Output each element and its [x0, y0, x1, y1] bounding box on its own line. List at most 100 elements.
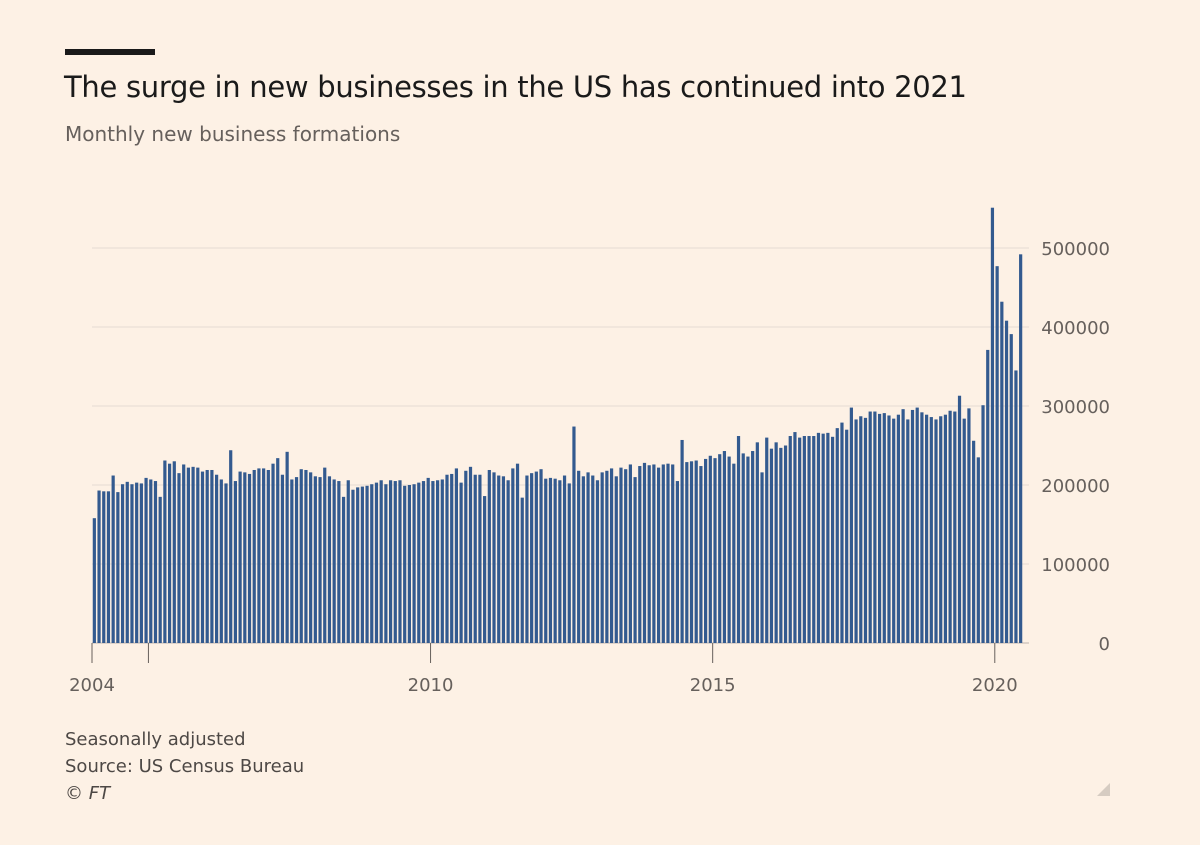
- bar: [304, 469, 308, 643]
- bar: [910, 409, 915, 643]
- bar: [120, 484, 125, 643]
- bar: [939, 416, 943, 643]
- chart-footer: Seasonally adjusted Source: US Census Bu…: [65, 726, 304, 807]
- bar: [901, 409, 905, 643]
- y-tick-label: 200000: [1041, 476, 1110, 497]
- bar: [746, 456, 750, 643]
- bar: [713, 458, 717, 643]
- bar: [567, 483, 571, 643]
- bar: [149, 479, 153, 643]
- bar: [845, 429, 849, 643]
- bar: [116, 492, 120, 643]
- bar: [656, 467, 661, 643]
- bar: [412, 484, 416, 643]
- bar: [581, 476, 585, 643]
- bar: [741, 453, 745, 643]
- title-accent-bar: [65, 49, 155, 55]
- bar: [351, 489, 355, 643]
- bar: [172, 461, 176, 643]
- bar: [233, 481, 238, 643]
- bar: [986, 349, 990, 643]
- bar: [205, 469, 209, 643]
- bar: [520, 497, 524, 643]
- bar: [628, 464, 632, 643]
- bar: [680, 439, 684, 643]
- bar: [454, 468, 459, 643]
- bar: [577, 470, 581, 643]
- bar: [600, 472, 604, 643]
- bar: [167, 463, 172, 643]
- bar: [990, 207, 995, 643]
- y-tick-label: 100000: [1041, 555, 1110, 576]
- bar: [595, 480, 600, 643]
- bar: [920, 412, 924, 643]
- bar: [896, 414, 900, 643]
- bar: [1019, 254, 1023, 643]
- bar: [647, 465, 651, 643]
- bar: [948, 410, 952, 643]
- bar: [313, 476, 317, 643]
- bar: [774, 442, 778, 643]
- bar: [544, 478, 548, 643]
- bar: [779, 447, 783, 643]
- bar: [163, 460, 167, 643]
- bar: [407, 485, 411, 643]
- bar: [492, 472, 496, 643]
- bar: [417, 482, 421, 643]
- y-tick-label: 400000: [1041, 318, 1110, 339]
- bar: [346, 480, 350, 643]
- bar: [111, 475, 115, 643]
- bar: [238, 471, 242, 643]
- bar: [765, 437, 769, 643]
- bar: [323, 467, 327, 643]
- bar: [139, 483, 143, 643]
- bar: [732, 463, 736, 643]
- bar: [943, 414, 948, 643]
- bar: [327, 476, 332, 643]
- bar: [633, 477, 637, 643]
- bar: [309, 472, 313, 643]
- bar: [210, 469, 214, 643]
- bar: [760, 472, 764, 643]
- bar: [788, 436, 792, 643]
- bar: [736, 436, 741, 643]
- bar: [252, 469, 256, 643]
- bar: [689, 461, 694, 643]
- bar: [511, 468, 515, 643]
- bar: [525, 475, 529, 643]
- bar: [704, 458, 708, 643]
- bar: [953, 411, 957, 643]
- bar: [478, 474, 482, 643]
- bar: [130, 484, 134, 643]
- bar: [421, 481, 426, 643]
- bar: [887, 415, 891, 643]
- bar: [262, 468, 266, 643]
- bar: [125, 481, 129, 643]
- bar: [215, 474, 219, 643]
- bar: [727, 456, 731, 643]
- bar: [882, 413, 886, 643]
- bar: [153, 481, 158, 643]
- x-tick-label: 2020: [972, 675, 1018, 696]
- bar: [666, 463, 670, 643]
- bar: [290, 479, 294, 643]
- bar: [92, 518, 96, 643]
- bar: [708, 455, 712, 643]
- y-axis: 0 100000 200000 300000 400000 500000: [1041, 239, 1110, 655]
- bar: [892, 418, 896, 643]
- bar: [873, 411, 877, 643]
- bar: [925, 414, 929, 643]
- bar: [572, 426, 576, 643]
- bar: [219, 479, 223, 643]
- resize-handle-icon[interactable]: [1097, 783, 1110, 796]
- bar: [699, 466, 703, 643]
- bar: [624, 469, 628, 643]
- bar: [849, 407, 853, 643]
- bar: [609, 468, 614, 643]
- bar: [515, 463, 520, 643]
- bar: [158, 496, 162, 643]
- bar: [135, 482, 139, 643]
- bar: [360, 486, 364, 643]
- footnote: Seasonally adjusted: [65, 729, 246, 750]
